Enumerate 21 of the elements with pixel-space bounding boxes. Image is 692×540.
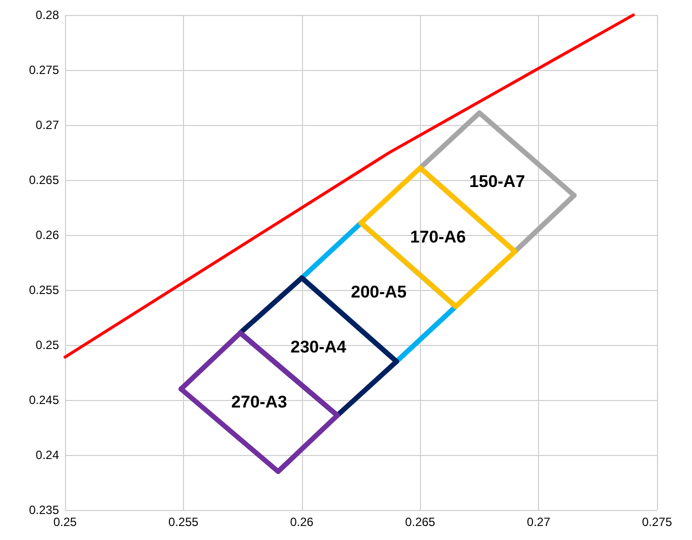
- x-tick-label: 0.255: [168, 515, 199, 529]
- y-tick-label: 0.235: [28, 503, 60, 517]
- y-tick-label: 0.27: [36, 118, 60, 132]
- x-tick-label: 0.27: [526, 515, 551, 529]
- series-label: 170-A6: [410, 228, 466, 247]
- x-tick-label: 0.26: [290, 515, 314, 529]
- y-tick-label: 0.26: [36, 228, 60, 242]
- y-tick-label: 0.245: [28, 393, 60, 407]
- y-tick-label: 0.275: [28, 63, 60, 77]
- x-tick-label: 0.275: [642, 515, 672, 529]
- series-label: 200-A5: [350, 282, 407, 302]
- y-tick-label: 0.24: [36, 448, 60, 462]
- y-tick-label: 0.28: [36, 8, 60, 22]
- y-tick-label: 0.255: [28, 283, 60, 297]
- x-tick-label: 0.25: [53, 515, 77, 529]
- series-label: 150-A7: [469, 172, 526, 192]
- series-label: 230-A4: [290, 338, 347, 357]
- y-tick-label: 0.265: [28, 173, 60, 187]
- series-label: 270-A3: [231, 392, 288, 412]
- y-tick-label: 0.25: [36, 338, 60, 352]
- x-tick-label: 0.265: [405, 515, 436, 529]
